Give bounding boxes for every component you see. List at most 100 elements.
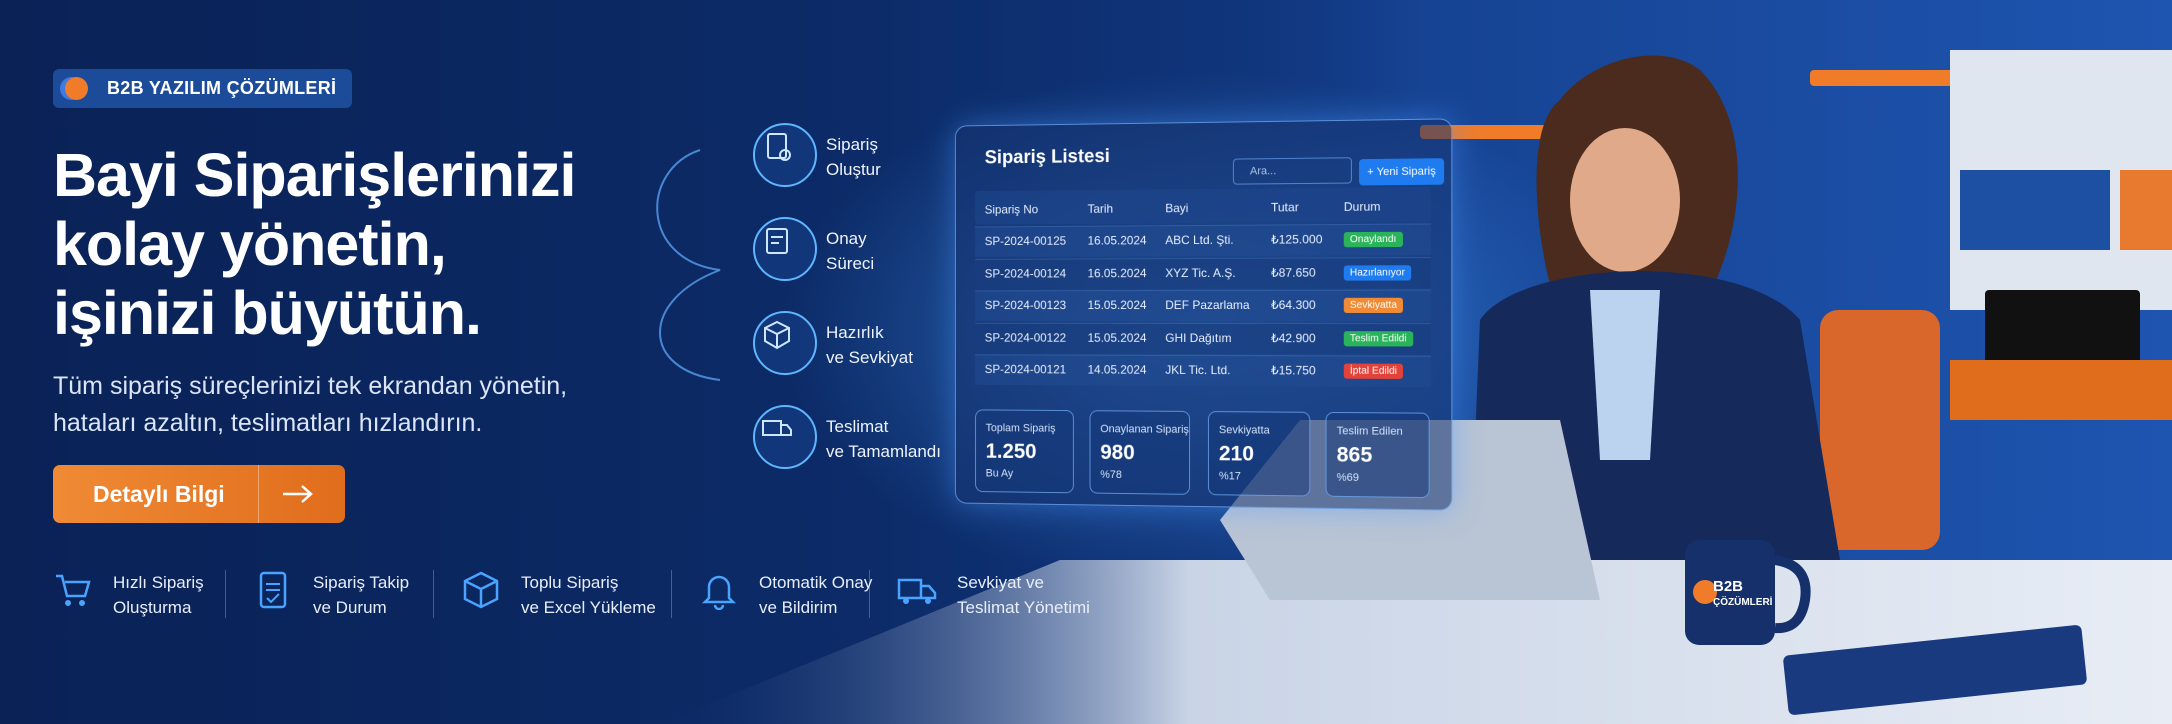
feature-label: Teslimat Yönetimi xyxy=(957,598,1090,617)
search-box[interactable]: Ara... xyxy=(1232,157,1352,185)
column-header: Durum xyxy=(1343,199,1381,214)
feature-icon xyxy=(253,570,293,610)
feature-label: Sevkiyat ve xyxy=(957,573,1044,592)
new-order-button[interactable]: + Yeni Sipariş xyxy=(1359,158,1445,186)
stat-card: Sevkiyatta 210 %17 xyxy=(1207,411,1311,497)
step-icon xyxy=(752,122,818,188)
stat-label: Onaylanan Sipariş xyxy=(1100,423,1189,436)
step-label: ve Sevkiyat xyxy=(826,348,913,367)
stat-sub: %17 xyxy=(1218,470,1241,483)
feature-icon xyxy=(461,570,501,610)
step-label: ve Tamamlandı xyxy=(826,442,941,461)
table-cell: 15.05.2024 xyxy=(1087,298,1147,313)
feature-label: ve Durum xyxy=(313,598,387,617)
column-header: Bayi xyxy=(1165,201,1189,216)
table-cell: ₺87.650 xyxy=(1270,265,1316,280)
subtitle: Tüm sipariş süreçlerinizi tek ekrandan y… xyxy=(53,372,568,400)
stat-value: 865 xyxy=(1336,443,1373,467)
stat-card: Toplam Sipariş 1.250 Bu Ay xyxy=(975,409,1074,494)
column-header: Tutar xyxy=(1270,200,1299,215)
table-cell: GHI Dağıtım xyxy=(1165,330,1232,346)
stat-card: Teslim Edilen 865 %69 xyxy=(1325,411,1430,499)
headline: işinizi büyütün. xyxy=(53,279,482,347)
table-cell: JKL Tic. Ltd. xyxy=(1165,362,1231,378)
cta-button[interactable]: Detaylı Bilgi xyxy=(53,465,345,523)
badge: B2B YAZILIM ÇÖZÜMLERİ xyxy=(53,69,353,108)
panel-title: Sipariş Listesi xyxy=(984,146,1110,169)
feature-icon-svg xyxy=(56,574,91,606)
badge-text: B2B YAZILIM ÇÖZÜMLERİ xyxy=(107,78,337,98)
stat-value: 980 xyxy=(1100,441,1135,465)
step-icon xyxy=(752,216,818,282)
stat-sub: %69 xyxy=(1336,471,1360,485)
status-pill: Onaylandı xyxy=(1343,231,1403,248)
headline: kolay yönetin, xyxy=(53,210,447,278)
table-cell: SP-2024-00125 xyxy=(984,233,1067,249)
step-icon-svg xyxy=(753,217,817,281)
step-icon xyxy=(752,404,818,470)
step-label: Süreci xyxy=(826,254,875,273)
stat-label: Toplam Sipariş xyxy=(985,422,1056,435)
feature-icon-svg xyxy=(259,571,287,609)
table-cell: ₺15.750 xyxy=(1270,363,1316,378)
feature-label: ve Excel Yükleme xyxy=(521,598,656,617)
order-panel: Sipariş Listesi Ara... + Yeni Sipariş Sipar… xyxy=(954,118,1453,511)
stat-label: Teslim Edilen xyxy=(1336,425,1403,438)
feature-icon xyxy=(53,570,93,610)
feature-icon-svg xyxy=(463,571,499,609)
table-cell: 16.05.2024 xyxy=(1087,266,1147,281)
cta-arrow xyxy=(283,485,313,503)
feature-divider xyxy=(869,570,870,618)
feature-label: Hızlı Sipariş xyxy=(113,573,204,592)
status-pill: Hazırlanıyor xyxy=(1343,265,1412,281)
feature-divider xyxy=(433,570,434,618)
table-cell: ABC Ltd. Şti. xyxy=(1165,232,1234,248)
step-label: Teslimat xyxy=(826,417,889,436)
table-cell: XYZ Tic. A.Ş. xyxy=(1165,265,1236,281)
stat-value: 210 xyxy=(1218,442,1254,466)
subtitle: hataları azaltın, teslimatları hızlandır… xyxy=(53,409,483,437)
table-cell: 16.05.2024 xyxy=(1087,233,1147,248)
feature-label: Sipariş Takip xyxy=(313,573,410,592)
step-icon-svg xyxy=(753,123,817,187)
table-cell: SP-2024-00123 xyxy=(984,298,1067,313)
table-cell: DEF Pazarlama xyxy=(1165,297,1250,313)
table-cell: 14.05.2024 xyxy=(1087,362,1147,377)
table-cell: ₺125.000 xyxy=(1270,232,1323,247)
step-label: Hazırlık xyxy=(826,323,884,342)
stat-label: Sevkiyatta xyxy=(1218,424,1270,437)
feature-icon xyxy=(699,570,739,611)
table-cell: ₺42.900 xyxy=(1270,331,1316,346)
feature-label: Oluşturma xyxy=(113,598,192,617)
feature-divider xyxy=(671,570,672,618)
stat-card: Onaylanan Sipariş 980 %78 xyxy=(1089,410,1191,495)
stat-sub: Bu Ay xyxy=(985,467,1014,480)
step-label: Sipariş xyxy=(826,135,878,154)
step-label: Onay xyxy=(826,229,867,248)
status-pill: İptal Edildi xyxy=(1343,363,1404,379)
table-cell: 15.05.2024 xyxy=(1087,330,1147,345)
feature-icon-svg xyxy=(897,578,937,604)
feature-icon xyxy=(897,570,937,610)
badge-logo xyxy=(65,77,88,100)
feature-label: Otomatik Onay xyxy=(759,573,873,592)
stat-sub: %78 xyxy=(1100,468,1122,482)
headline: Bayi Siparişlerinizi xyxy=(53,141,576,209)
step-icon xyxy=(752,310,818,376)
mug-text: B2B xyxy=(1713,578,1744,595)
step-icon-svg xyxy=(753,311,817,375)
mug-text: ÇÖZÜMLERİ xyxy=(1713,597,1773,608)
status-pill: Sevkiyatta xyxy=(1343,297,1404,313)
cta-text: Detaylı Bilgi xyxy=(93,481,225,507)
table-cell: ₺64.300 xyxy=(1270,297,1316,312)
column-header: Sipariş No xyxy=(984,202,1039,217)
table-cell: SP-2024-00121 xyxy=(984,362,1067,377)
status-pill: Teslim Edildi xyxy=(1343,331,1413,347)
step-icon-svg xyxy=(753,405,817,469)
column-header: Tarih xyxy=(1087,201,1114,216)
table-cell: SP-2024-00122 xyxy=(984,330,1067,345)
feature-icon-svg xyxy=(701,575,737,611)
step-label: Oluştur xyxy=(826,160,881,179)
feature-label: ve Bildirim xyxy=(759,598,838,617)
